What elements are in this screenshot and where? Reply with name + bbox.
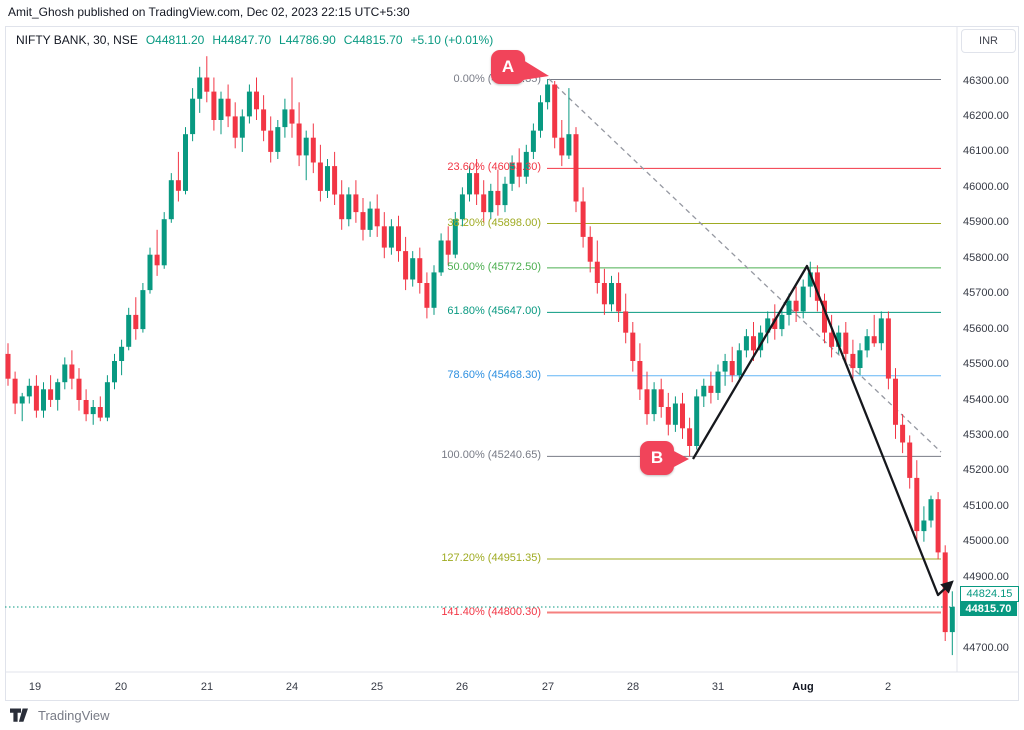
time-axis-label: 26 — [455, 681, 469, 693]
time-axis-label: 27 — [541, 681, 555, 693]
price-axis-label: 45500.00 — [963, 358, 1009, 370]
time-axis-label: Aug — [792, 681, 814, 693]
price-axis-label: 45600.00 — [963, 322, 1009, 335]
price-axis-label: 46300.00 — [963, 74, 1009, 87]
symbol-legend: NIFTY BANK, 30, NSE O44811.20 H44847.70 … — [16, 33, 493, 47]
currency-button[interactable]: INR — [961, 29, 1016, 53]
price-axis-label: 45000.00 — [963, 535, 1009, 548]
price-axis-label: 46100.00 — [963, 145, 1009, 158]
fib-level-label: 38.20% (45898.00) — [447, 216, 541, 229]
tradingview-icon — [10, 708, 28, 722]
legend-low: L44786.90 — [279, 33, 336, 47]
price-axis-label: 45300.00 — [963, 428, 1009, 441]
price-axis-label: 46000.00 — [963, 180, 1009, 193]
time-axis-label: 20 — [114, 681, 128, 693]
fib-level-label: 141.40% (44800.30) — [441, 605, 541, 618]
tradingview-label: TradingView — [38, 707, 110, 723]
price-axis-label: 45700.00 — [963, 287, 1009, 300]
time-axis-label: 2 — [884, 681, 892, 693]
tradingview-logo[interactable]: TradingView — [10, 707, 110, 723]
fib-level-label: 23.60% (46053.30) — [447, 161, 541, 174]
price-axis-label: 45200.00 — [963, 464, 1009, 477]
fib-level-label: 100.00% (45240.65) — [441, 449, 541, 462]
legend-high: H44847.70 — [212, 33, 272, 47]
time-axis-label: 28 — [626, 681, 640, 693]
fib-level-label: 127.20% (44951.35) — [441, 552, 541, 564]
price-axis-label: 45100.00 — [963, 499, 1009, 512]
fib-level-label: 78.60% (45468.30) — [447, 368, 541, 381]
legend-change: +5.10 (+0.01%) — [410, 33, 494, 47]
attribution-text: Amit_Ghosh published on TradingView.com,… — [8, 5, 410, 19]
time-axis-label: 21 — [200, 681, 214, 693]
marker-a: A — [491, 50, 525, 84]
time-axis-label: 25 — [370, 681, 384, 693]
price-label-secondary: 44824.15 — [960, 586, 1019, 602]
time-axis-label: 19 — [28, 681, 42, 693]
last-price-label: 44815.70 — [960, 601, 1017, 616]
price-axis-label: 45900.00 — [963, 216, 1009, 229]
time-axis-label: 31 — [711, 681, 725, 693]
time-axis-label: 24 — [285, 681, 299, 693]
price-axis-label: 45800.00 — [963, 251, 1009, 264]
fib-level-label: 61.80% (45647.00) — [447, 305, 541, 318]
price-axis-label: 46200.00 — [963, 109, 1009, 122]
legend-close: C44815.70 — [343, 33, 403, 47]
legend-open: O44811.20 — [145, 33, 205, 47]
marker-b: B — [640, 441, 674, 475]
legend-symbol: NIFTY BANK, 30, NSE — [16, 33, 138, 47]
price-axis-label: 44700.00 — [963, 641, 1009, 654]
fib-level-label: 50.00% (45772.50) — [447, 260, 541, 273]
price-axis-label: 45400.00 — [963, 393, 1009, 406]
price-axis-label: 44900.00 — [963, 570, 1009, 583]
